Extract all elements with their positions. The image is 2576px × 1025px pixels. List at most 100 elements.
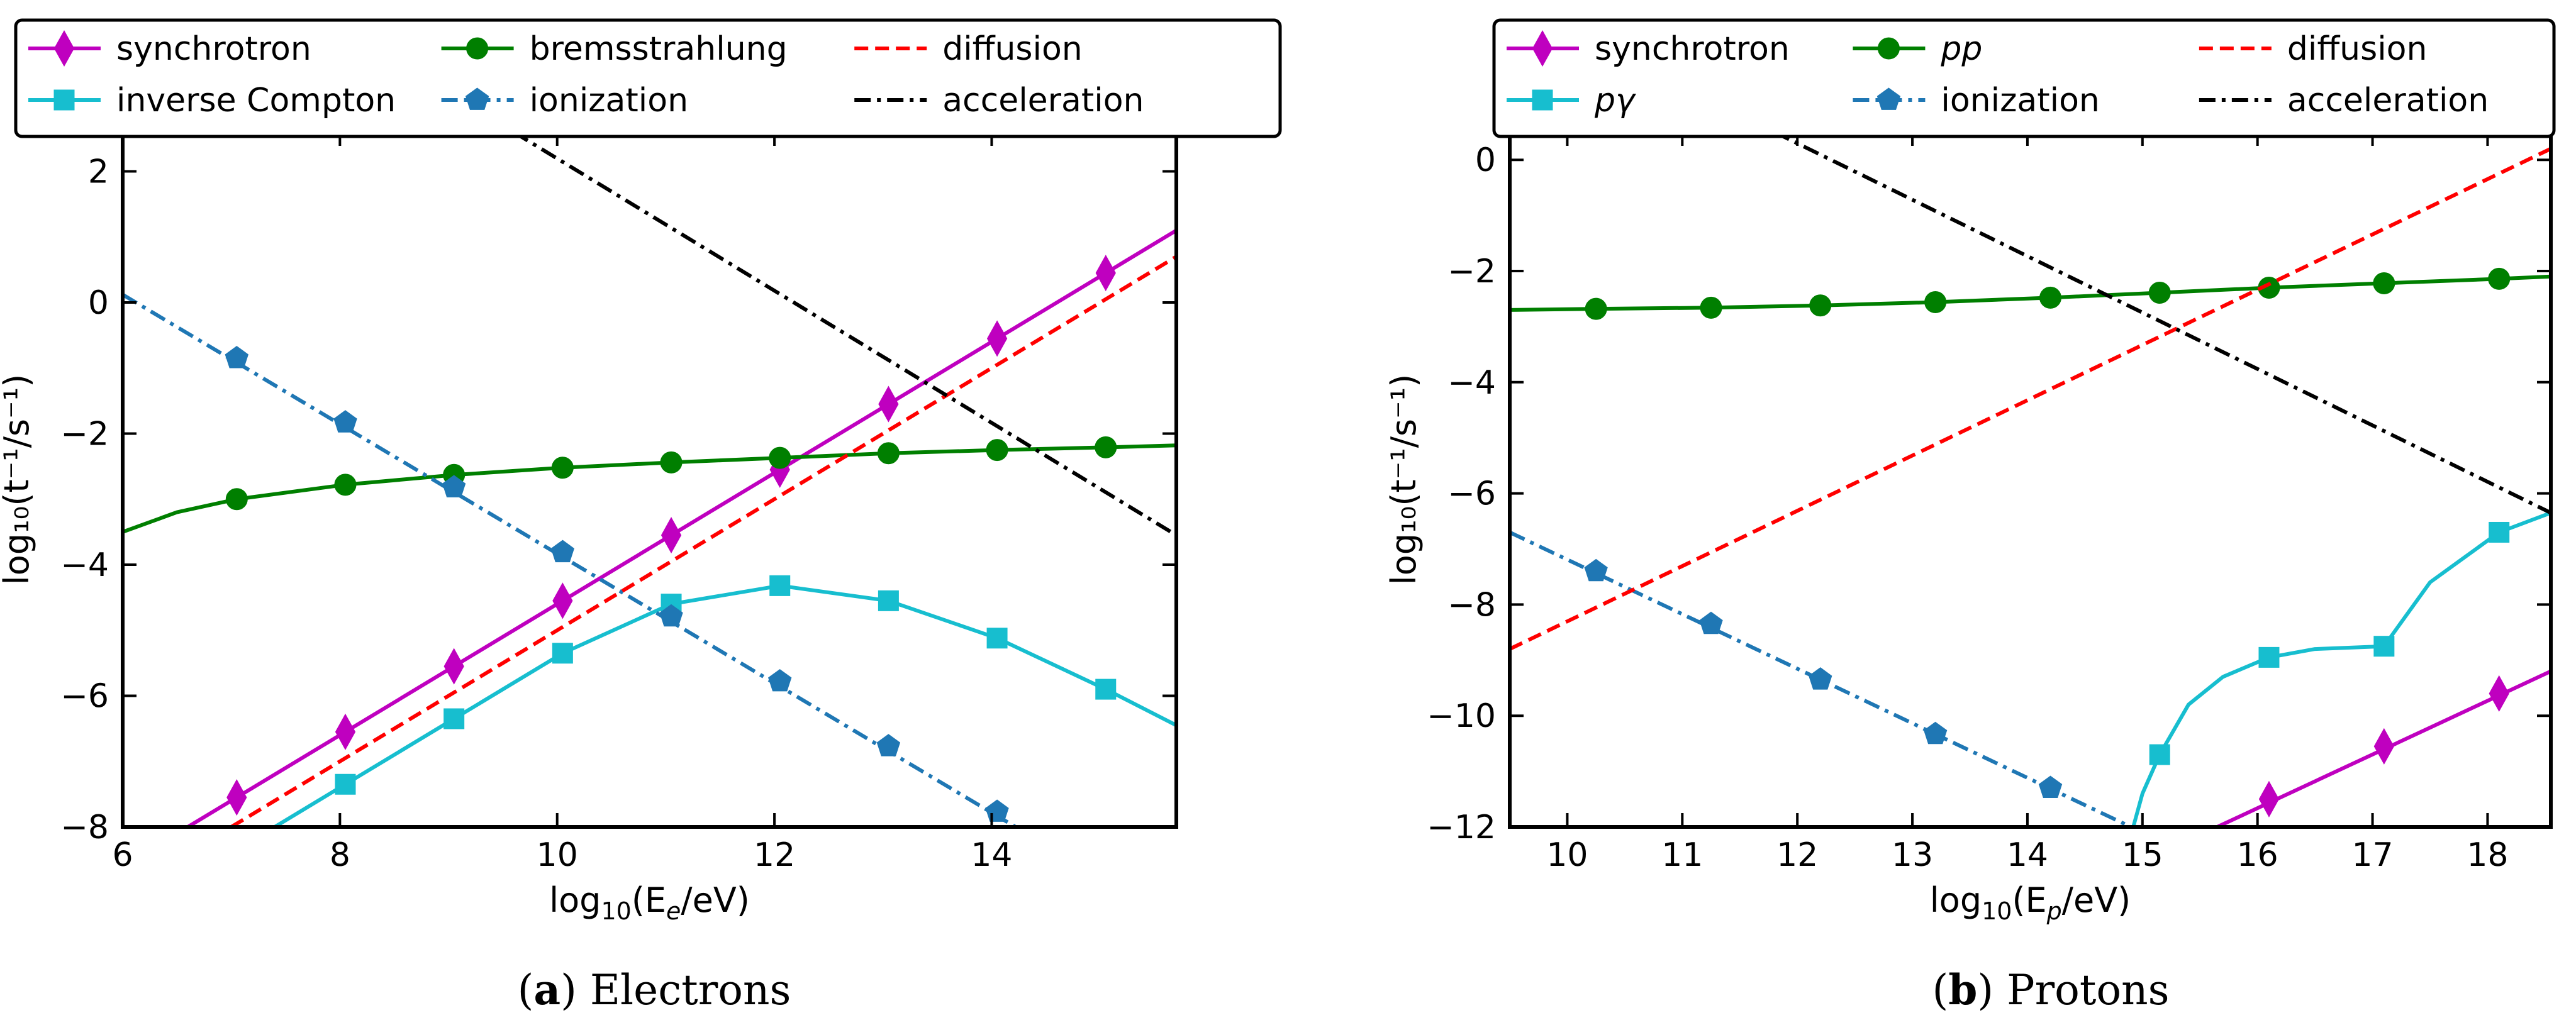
y-tick-label: 0 (88, 284, 109, 322)
data-point-ionization (2038, 775, 2063, 798)
legend-a: synchrotron inverse Compton bremsstrahlung… (14, 18, 1282, 138)
plot-area-b (1510, 132, 2551, 827)
legend-label: inverse Compton (116, 82, 396, 119)
data-point-bremsstrahlung (986, 439, 1008, 462)
legend-label: pp (1940, 30, 1982, 68)
series-line-acceleration (1773, 132, 2551, 515)
data-point-ionization (985, 799, 1009, 822)
data-point-synchrotron (661, 517, 682, 554)
x-tick-label: 6 (112, 836, 133, 874)
legend-label: diffusion (2287, 30, 2428, 68)
y-axis-label: log₁₀(t⁻¹/s⁻¹) (0, 374, 36, 585)
x-tick-label: 8 (330, 836, 350, 874)
y-tick-label: 2 (88, 153, 109, 191)
caption-b: (b) Protons (1932, 965, 2170, 1014)
data-point-bremsstrahlung (660, 451, 683, 474)
data-point-ionization (659, 604, 683, 627)
x-tick-label: 10 (1546, 836, 1588, 874)
y-tick-label: −4 (60, 546, 109, 584)
legend-marker (53, 89, 75, 111)
legend-b: synchrotron pγ pp ionization diffusion accele… (1492, 18, 2556, 138)
data-point-synchrotron (986, 320, 1008, 357)
series-line-bremsstrahlung (123, 443, 1176, 534)
data-point-synchrotron (552, 582, 573, 619)
data-point-pp (2148, 281, 2171, 304)
data-point-pp (2373, 272, 2395, 294)
y-tick-label: −12 (1427, 809, 1496, 846)
data-point-bremsstrahlung (1095, 436, 1117, 458)
y-tick-label: −4 (1447, 364, 1496, 402)
legend-marker (1876, 87, 1901, 110)
legend-marker (1877, 37, 1900, 60)
data-point-bremsstrahlung (769, 446, 791, 469)
data-point-p- (2373, 636, 2395, 657)
data-point-inverse-Compton (335, 773, 356, 795)
legend-box (1492, 18, 2556, 138)
legend-label: ionization (530, 82, 688, 119)
data-point-inverse-Compton (443, 708, 465, 729)
x-axis-label: log10(Ee/eV) (549, 880, 750, 925)
data-point-synchrotron (226, 779, 247, 816)
axes-frame-a (121, 130, 1178, 829)
series-line-acceleration (513, 132, 1176, 537)
series-line-inverse-Compton (274, 584, 1176, 827)
series-line-diffusion (230, 255, 1176, 827)
x-axis-label: log10(Ep/eV) (1930, 880, 2131, 925)
data-point-bremsstrahlung (225, 488, 248, 511)
y-tick-label: −6 (1447, 475, 1496, 513)
data-point-ionization (1699, 611, 1723, 634)
series-line-diffusion (1510, 147, 2551, 651)
data-point-inverse-Compton (1095, 679, 1117, 700)
legend-label: acceleration (942, 82, 1144, 119)
legend-marker (53, 30, 75, 67)
data-point-ionization (1924, 721, 1948, 745)
x-tick-label: 14 (971, 836, 1012, 874)
legend-marker (1532, 89, 1553, 111)
data-point-ionization (1809, 667, 1832, 690)
x-tick-label: 18 (2467, 836, 2508, 874)
data-point-synchrotron (335, 713, 356, 750)
legend-label: acceleration (2287, 82, 2489, 119)
data-point-ionization (876, 734, 901, 756)
data-point-ionization (442, 475, 466, 497)
legend-label: diffusion (942, 30, 1083, 68)
data-point-inverse-Compton (552, 643, 573, 664)
data-point-pp (1700, 296, 1722, 319)
legend-label: ionization (1941, 82, 2099, 119)
axes-frame-b (1508, 130, 2553, 829)
legend-label: synchrotron (116, 30, 311, 68)
data-point-inverse-Compton (769, 575, 791, 596)
x-tick-label: 17 (2351, 836, 2393, 874)
data-point-ionization (768, 668, 792, 692)
data-point-p- (2489, 521, 2510, 543)
data-point-bremsstrahlung (551, 457, 574, 479)
data-point-pp (2488, 267, 2511, 290)
data-point-p- (2149, 744, 2170, 765)
chart-a: 6 8 10 12 14 −8 −6 −4 −2 0 2 log10(Ee/eV) log₁₀(t⁻¹/… (0, 18, 1282, 925)
legend-marker (1532, 30, 1553, 67)
data-point-synchrotron (443, 648, 464, 685)
legend-box (14, 18, 1282, 138)
legend-label: synchrotron (1595, 30, 1790, 68)
y-tick-label: −6 (60, 678, 109, 716)
data-point-bremsstrahlung (334, 474, 357, 496)
data-point-ionization (1584, 558, 1608, 582)
x-tick-label: 12 (1776, 836, 1818, 874)
plot-area-a (123, 132, 1176, 827)
data-point-ionization (550, 540, 574, 563)
data-point-pp (1924, 291, 1947, 314)
data-point-synchrotron (878, 385, 899, 423)
data-point-inverse-Compton (986, 628, 1008, 649)
caption-b-text: Protons (2007, 966, 2170, 1014)
y-axis-label: log₁₀(t⁻¹/s⁻¹) (1384, 374, 1424, 585)
data-point-synchrotron (2373, 728, 2394, 765)
data-point-pp (1585, 297, 1607, 320)
data-point-synchrotron (2258, 780, 2280, 817)
data-point-p- (2258, 646, 2280, 668)
caption-a-tag: a (533, 965, 561, 1014)
data-point-synchrotron (1095, 255, 1116, 292)
caption-b-tag: b (1948, 965, 1978, 1014)
series-line-synchrotron (187, 228, 1176, 827)
y-tick-label: −10 (1427, 697, 1496, 735)
